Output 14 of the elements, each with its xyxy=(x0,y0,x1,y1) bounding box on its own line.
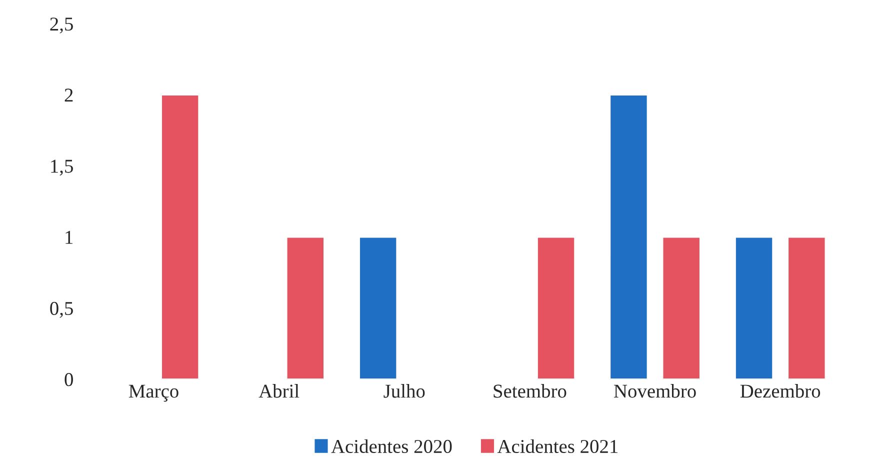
y-tick-label: 2,5 xyxy=(50,18,73,34)
legend-label: Acidentes 2020 xyxy=(331,439,452,454)
legend-label: Acidentes 2021 xyxy=(497,439,618,454)
x-tick-label: Novembro xyxy=(614,384,696,398)
x-tick-label: Abril xyxy=(258,384,300,398)
y-tick-label: 0,5 xyxy=(50,302,73,318)
x-tick-label: Março xyxy=(128,384,178,402)
y-tick-label: 1,5 xyxy=(51,160,73,176)
y-tick-label: 1 xyxy=(66,230,73,244)
x-tick-label: Setembro xyxy=(494,384,566,398)
x-tick-label: Dezembro xyxy=(740,384,820,398)
x-tick-label: Julho xyxy=(384,384,425,398)
y-tick-label: 0 xyxy=(64,373,73,386)
y-tick-label: 2 xyxy=(64,88,73,102)
